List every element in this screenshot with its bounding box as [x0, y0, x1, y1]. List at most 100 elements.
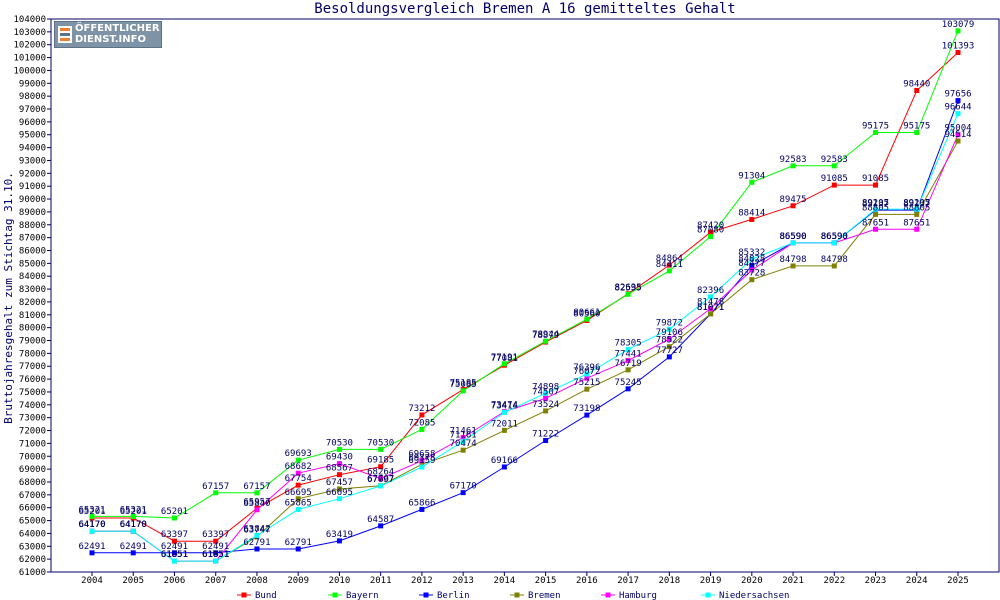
data-point — [749, 179, 755, 185]
data-point — [336, 446, 342, 452]
data-label: 87080 — [697, 226, 724, 236]
data-point — [378, 464, 384, 470]
data-label: 76396 — [573, 363, 600, 373]
data-label: 62791 — [285, 538, 312, 548]
y-tick-label: 88000 — [19, 221, 46, 231]
data-label: 69159 — [408, 456, 435, 466]
data-point — [666, 354, 672, 360]
plot-frame — [50, 18, 1000, 573]
x-tick-label: 2006 — [164, 576, 186, 586]
data-point — [831, 182, 837, 188]
data-label: 89137 — [903, 199, 930, 209]
data-point — [584, 386, 590, 392]
data-label: 95004 — [944, 124, 971, 134]
data-label: 71461 — [450, 426, 477, 436]
data-label: 65201 — [78, 507, 105, 517]
data-label: 65321 — [78, 505, 105, 515]
logo-emblem-icon — [58, 26, 72, 43]
legend-swatch-marker — [332, 592, 338, 598]
data-label: 73524 — [532, 400, 559, 410]
data-label: 75245 — [615, 378, 642, 388]
data-label: 76072 — [573, 367, 600, 377]
x-tick-label: 2022 — [823, 576, 845, 586]
x-tick-label: 2023 — [865, 576, 887, 586]
data-point — [831, 240, 837, 246]
data-label: 86590 — [821, 232, 848, 242]
y-tick-label: 104000 — [13, 15, 46, 25]
data-label: 89205 — [862, 198, 889, 208]
data-label: 68567 — [326, 464, 353, 474]
x-tick-label: 2024 — [906, 576, 928, 586]
data-point — [790, 263, 796, 269]
data-point — [460, 447, 466, 453]
data-label: 86590 — [780, 232, 807, 242]
data-label: 80560 — [573, 309, 600, 319]
data-label: 91304 — [738, 171, 765, 181]
data-label: 62491 — [161, 542, 188, 552]
y-tick-label: 64000 — [19, 529, 46, 539]
data-label: 77191 — [491, 353, 518, 363]
data-label: 69693 — [285, 449, 312, 459]
data-point — [790, 163, 796, 169]
data-point — [955, 111, 961, 117]
data-label: 79106 — [656, 328, 683, 338]
data-point — [501, 409, 507, 415]
y-tick-label: 63000 — [19, 542, 46, 552]
data-point — [171, 550, 177, 556]
data-label: 73414 — [491, 401, 518, 411]
y-tick-label: 91000 — [19, 182, 46, 192]
legend-swatch-marker — [423, 592, 429, 598]
data-label: 63419 — [326, 530, 353, 540]
data-point — [955, 28, 961, 34]
y-tick-label: 87000 — [19, 234, 46, 244]
y-tick-label: 92000 — [19, 169, 46, 179]
data-point — [378, 476, 384, 482]
data-label: 73198 — [573, 404, 600, 414]
x-tick-label: 2021 — [782, 576, 804, 586]
data-point — [336, 461, 342, 467]
data-label: 103079 — [942, 20, 975, 30]
data-label: 65201 — [161, 507, 188, 517]
y-tick-label: 65000 — [19, 517, 46, 527]
data-label: 64170 — [120, 520, 147, 530]
x-tick-label: 2011 — [370, 576, 392, 586]
data-label: 67697 — [367, 475, 394, 485]
y-tick-label: 80000 — [19, 324, 46, 334]
data-point — [130, 528, 136, 534]
data-label: 77441 — [615, 350, 642, 360]
y-tick-label: 95000 — [19, 131, 46, 141]
x-tick-label: 2014 — [494, 576, 516, 586]
x-axis-ticks: 2004 2005 2006 2007 2008 2009 2010 2011 2012 2013… — [81, 572, 969, 586]
data-label: 64170 — [120, 520, 147, 530]
data-point — [584, 371, 590, 377]
legend-label: Berlin — [437, 591, 470, 600]
y-tick-label: 100000 — [13, 66, 46, 76]
data-label: 98440 — [903, 80, 930, 90]
data-label: 84828 — [738, 255, 765, 265]
data-label: 77727 — [656, 346, 683, 356]
data-point — [419, 426, 425, 432]
y-tick-label: 73000 — [19, 414, 46, 424]
site-logo: ÖFFENTLICHER DIENST.INFO — [54, 21, 162, 48]
data-label: 63397 — [202, 530, 229, 540]
data-point — [130, 550, 136, 556]
data-label: 95175 — [903, 121, 930, 131]
data-label: 67457 — [326, 478, 353, 488]
y-tick-label: 86000 — [19, 246, 46, 256]
data-label: 67157 — [202, 482, 229, 492]
data-point — [831, 263, 837, 269]
data-label: 78522 — [656, 336, 683, 346]
data-point — [831, 163, 837, 169]
y-tick-label: 78000 — [19, 349, 46, 359]
data-label: 86590 — [780, 232, 807, 242]
data-point — [295, 457, 301, 463]
data-label: 61851 — [161, 550, 188, 560]
data-point — [914, 206, 920, 212]
data-label: 71222 — [532, 430, 559, 440]
x-tick-label: 2007 — [205, 576, 227, 586]
data-label: 91085 — [821, 174, 848, 184]
x-tick-label: 2015 — [535, 576, 557, 586]
data-label: 71161 — [450, 430, 477, 440]
y-tick-label: 102000 — [13, 41, 46, 51]
data-label: 85332 — [738, 248, 765, 258]
